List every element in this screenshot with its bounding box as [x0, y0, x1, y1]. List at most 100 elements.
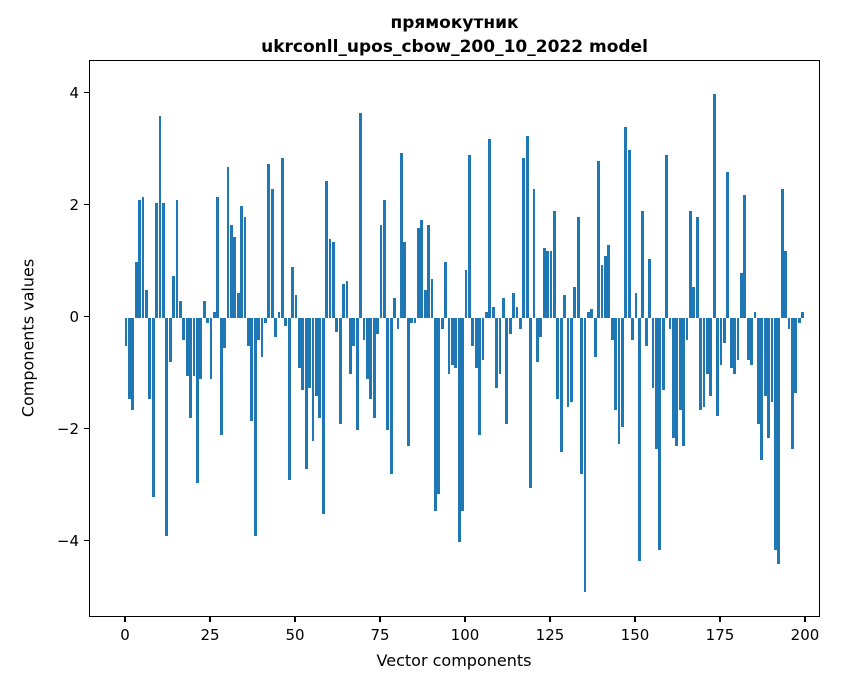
bar — [549, 250, 553, 318]
bar — [661, 317, 665, 391]
chart-title-line1: прямокутник — [390, 13, 519, 33]
bar — [515, 306, 519, 318]
bar — [294, 295, 298, 318]
bar — [284, 317, 288, 327]
bar — [308, 317, 311, 388]
x-tick-label: 75 — [370, 626, 390, 644]
bar — [757, 317, 760, 425]
bar — [471, 317, 475, 346]
bar — [236, 292, 240, 318]
bar — [206, 317, 209, 324]
x-tick — [464, 617, 466, 622]
bar — [553, 211, 556, 318]
bar — [525, 135, 529, 318]
bar — [668, 317, 672, 329]
bar — [423, 289, 427, 318]
bar — [287, 317, 291, 481]
bar — [590, 309, 594, 318]
bar — [651, 317, 655, 388]
y-tick-label: 4 — [69, 83, 79, 102]
bar — [430, 278, 434, 318]
x-tick-label: 100 — [450, 626, 480, 644]
bar — [213, 312, 216, 318]
bar — [257, 317, 260, 341]
bar — [706, 317, 709, 374]
bar — [512, 292, 515, 318]
bar — [750, 317, 753, 366]
bar — [461, 317, 464, 511]
bar — [318, 317, 322, 419]
bar — [672, 317, 675, 439]
bar — [230, 225, 233, 318]
bar — [437, 317, 441, 495]
bar — [536, 317, 539, 363]
bar — [726, 172, 730, 318]
bar — [372, 317, 376, 419]
bar — [614, 317, 617, 411]
bar — [247, 317, 250, 346]
bar — [631, 317, 634, 341]
bar — [264, 317, 267, 324]
bar — [172, 275, 175, 318]
bar — [763, 317, 767, 397]
bar — [695, 216, 699, 318]
y-tick — [84, 540, 89, 542]
bar — [736, 317, 740, 360]
bar — [417, 228, 420, 318]
x-tick — [634, 617, 636, 622]
x-tick — [549, 617, 551, 622]
bar — [182, 317, 186, 341]
bar — [315, 317, 318, 397]
bar — [780, 188, 784, 318]
bar — [427, 225, 430, 318]
chart-title: прямокутник ukrconll_upos_cbow_200_10_20… — [89, 12, 820, 60]
bar — [141, 197, 145, 318]
bar — [556, 317, 560, 399]
bar — [481, 317, 485, 360]
bar — [607, 244, 611, 318]
chart-title-line2: ukrconll_upos_cbow_200_10_2022 model — [261, 36, 648, 57]
bar — [168, 317, 172, 363]
bar — [138, 200, 141, 318]
bar — [641, 211, 645, 318]
bar — [573, 286, 577, 318]
bar — [610, 317, 614, 341]
bar — [250, 317, 254, 422]
bar — [192, 317, 196, 377]
bar — [498, 317, 502, 374]
bar — [621, 317, 624, 427]
x-tick — [209, 617, 211, 622]
bar — [519, 317, 522, 329]
bar — [634, 292, 638, 318]
bar — [600, 264, 604, 318]
bar — [658, 317, 662, 551]
bar — [784, 250, 787, 318]
bar — [379, 225, 383, 318]
bar — [593, 317, 597, 357]
bar — [457, 317, 461, 542]
bar — [410, 317, 413, 324]
bar — [338, 317, 342, 425]
bar — [185, 317, 189, 377]
bar — [699, 317, 702, 411]
bar — [332, 242, 335, 318]
bar — [396, 317, 400, 329]
bar — [709, 317, 713, 397]
y-tick — [84, 204, 89, 206]
bar — [468, 155, 471, 318]
bar — [644, 317, 648, 346]
bar — [151, 317, 155, 497]
bar — [311, 317, 315, 441]
bar — [243, 216, 247, 318]
bar — [539, 317, 543, 338]
bar — [260, 317, 264, 357]
bar — [474, 317, 478, 369]
bar — [298, 317, 301, 369]
bar — [216, 197, 220, 318]
bar — [532, 188, 536, 318]
bar — [345, 281, 349, 318]
y-tick-label: −4 — [56, 531, 79, 550]
bar — [420, 219, 424, 318]
bar — [328, 239, 332, 318]
